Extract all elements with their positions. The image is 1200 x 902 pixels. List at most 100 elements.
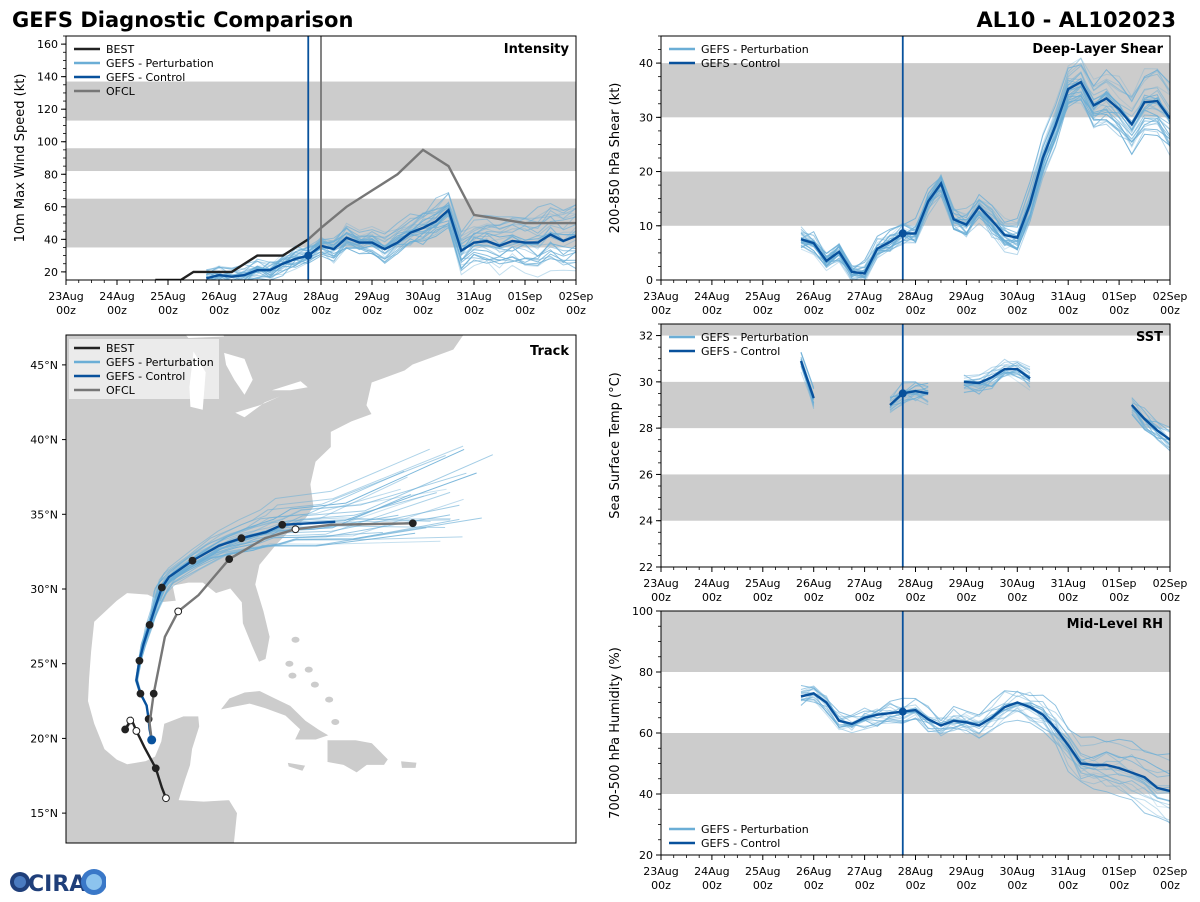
perturbation-line <box>245 211 576 280</box>
y-axis-label: Sea Surface Temp (°C) <box>608 372 623 519</box>
x-tick-label-hour: 00z <box>855 879 875 892</box>
control-line <box>800 692 1170 793</box>
track-point <box>408 519 417 528</box>
x-tick-label-day: 27Aug <box>252 290 287 303</box>
y-tick-label: 140 <box>37 71 58 84</box>
x-tick-label-hour: 00z <box>311 304 331 317</box>
x-tick-label-day: 29Aug <box>949 865 984 878</box>
track-point <box>188 556 197 565</box>
panel-shear: 01020304023Aug00z24Aug00z25Aug00z26Aug00… <box>608 35 1187 317</box>
x-tick-label-hour: 00z <box>1058 304 1078 317</box>
puerto-rico-land <box>400 760 418 769</box>
perturbation-line <box>963 374 1031 387</box>
y-tick-label: 30 <box>639 111 653 124</box>
perturbation-line <box>963 360 1031 377</box>
current-time-marker <box>898 389 907 398</box>
x-tick-label-day: 01Sep <box>1102 290 1137 303</box>
perturbation-line <box>1131 398 1170 433</box>
track-point <box>135 656 144 665</box>
x-tick-label-day: 25Aug <box>745 865 780 878</box>
y-tick-label: 32 <box>639 330 653 343</box>
x-tick-label-day: 31Aug <box>1050 865 1085 878</box>
x-tick-label-hour: 00z <box>515 304 535 317</box>
plot-area <box>799 351 1170 452</box>
storm-id: AL10 - AL102023 <box>977 8 1177 32</box>
x-tick-label-hour: 00z <box>804 304 824 317</box>
perturbation-line <box>1131 400 1170 441</box>
control-line <box>963 367 1031 385</box>
perturbation-line <box>889 391 929 411</box>
current-time-marker <box>898 707 907 716</box>
bahamas-island <box>325 696 334 703</box>
x-tick-label-hour: 00z <box>1109 591 1129 604</box>
perturbation-line <box>1131 407 1170 446</box>
perturbation-line <box>963 358 1031 382</box>
perturbation-line <box>1131 410 1170 446</box>
x-tick-label-hour: 00z <box>651 304 671 317</box>
x-tick-label-day: 30Aug <box>1000 290 1035 303</box>
jamaica-land <box>286 761 307 772</box>
track-point <box>157 583 166 592</box>
best-line <box>155 238 309 280</box>
x-tick-label-hour: 00z <box>1160 879 1180 892</box>
perturbation-line <box>963 371 1031 391</box>
perturbation-line <box>889 381 929 401</box>
bahamas-island <box>310 681 319 688</box>
y-axis-label: 10m Max Wind Speed (kt) <box>13 74 28 243</box>
perturbation-line <box>800 93 1170 280</box>
x-tick-label-hour: 00z <box>753 879 773 892</box>
x-tick-label-hour: 00z <box>804 591 824 604</box>
y-tick-label: 28 <box>639 422 653 435</box>
legend-label: OFCL <box>106 384 136 397</box>
x-tick-label-day: 31Aug <box>1050 577 1085 590</box>
perturbation-line <box>800 352 815 390</box>
x-tick-label-hour: 00z <box>1109 304 1129 317</box>
gray-band <box>661 171 1170 226</box>
track-point <box>174 607 183 616</box>
panel-title: Mid-Level RH <box>1067 617 1163 632</box>
cuba-land <box>219 690 331 741</box>
perturbation-line <box>206 192 576 275</box>
perturbation-line <box>800 64 1170 271</box>
perturbation-line <box>800 687 1170 793</box>
x-tick-label-day: 02Sep <box>1153 577 1188 590</box>
y-tick-label: 40 <box>639 57 653 70</box>
perturbation-line <box>800 85 1170 272</box>
x-tick-label-day: 02Sep <box>1153 865 1188 878</box>
x-tick-label-hour: 00z <box>158 304 178 317</box>
legend-label: GEFS - Control <box>701 837 780 850</box>
panel-sst: 22242628303223Aug00z24Aug00z25Aug00z26Au… <box>608 323 1188 604</box>
logo-text: CIRA <box>28 872 86 897</box>
perturbation-line <box>889 393 929 411</box>
y-tick-label: 100 <box>632 605 653 618</box>
perturbation-line <box>1131 406 1170 445</box>
perturbation-line <box>800 79 1170 268</box>
legend-label: GEFS - Perturbation <box>106 57 214 70</box>
lat-tick-label: 45°N <box>30 359 58 372</box>
x-tick-label-day: 28Aug <box>303 290 338 303</box>
x-tick-label-hour: 00z <box>753 591 773 604</box>
control-line <box>1130 404 1170 441</box>
track-point <box>162 794 170 803</box>
x-tick-label-day: 25Aug <box>150 290 185 303</box>
x-tick-label-hour: 00z <box>702 591 722 604</box>
perturbation-line <box>1131 411 1170 441</box>
x-tick-label-day: 24Aug <box>694 865 729 878</box>
y-tick-label: 60 <box>639 727 653 740</box>
perturbation-line <box>963 371 1031 395</box>
track-point <box>151 764 160 773</box>
legend-label: GEFS - Perturbation <box>701 43 809 56</box>
lat-tick-label: 35°N <box>30 508 58 521</box>
legend-label: GEFS - Perturbation <box>106 356 214 369</box>
lat-tick-label: 40°N <box>30 434 58 447</box>
plot-frame <box>660 323 1171 568</box>
lat-tick-label: 25°N <box>30 658 58 671</box>
x-tick-label-hour: 00z <box>957 304 977 317</box>
x-tick-label-hour: 00z <box>362 304 382 317</box>
legend-label: GEFS - Control <box>701 345 780 358</box>
x-tick-label-day: 01Sep <box>508 290 543 303</box>
perturbation-line <box>800 363 815 410</box>
y-tick-label: 160 <box>37 38 58 51</box>
track-point <box>132 727 141 735</box>
